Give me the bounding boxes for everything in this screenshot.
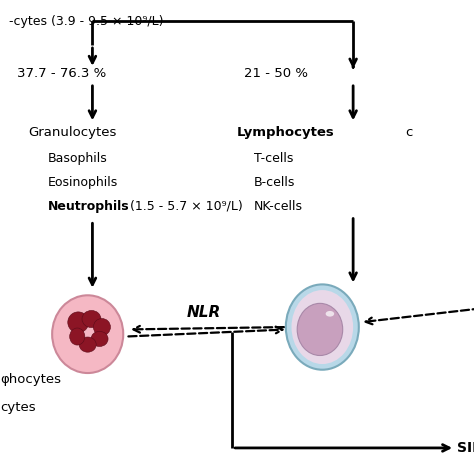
Ellipse shape xyxy=(70,328,85,345)
Text: 21 - 50 %: 21 - 50 % xyxy=(244,67,308,80)
Text: Granulocytes: Granulocytes xyxy=(28,126,117,139)
Text: φhocytes: φhocytes xyxy=(0,373,61,386)
Ellipse shape xyxy=(93,319,110,336)
Text: cytes: cytes xyxy=(0,401,36,414)
Text: Lymphocytes: Lymphocytes xyxy=(237,126,335,139)
Ellipse shape xyxy=(68,312,89,333)
Text: NK-cells: NK-cells xyxy=(254,200,302,213)
Ellipse shape xyxy=(79,337,96,352)
Text: 37.7 - 76.3 %: 37.7 - 76.3 % xyxy=(17,67,106,80)
Ellipse shape xyxy=(297,303,343,356)
Ellipse shape xyxy=(91,331,108,346)
Text: Neutrophils: Neutrophils xyxy=(47,200,129,213)
Ellipse shape xyxy=(52,295,123,373)
Text: Basophils: Basophils xyxy=(47,152,107,165)
Text: T-cells: T-cells xyxy=(254,152,293,165)
Ellipse shape xyxy=(82,310,101,328)
Text: c: c xyxy=(405,126,413,139)
Text: (1.5 - 5.7 × 10⁹/L): (1.5 - 5.7 × 10⁹/L) xyxy=(126,200,242,213)
Text: SII: SII xyxy=(457,441,474,455)
Ellipse shape xyxy=(286,284,359,370)
Text: Eosinophils: Eosinophils xyxy=(47,176,118,189)
Text: B-cells: B-cells xyxy=(254,176,295,189)
Ellipse shape xyxy=(292,290,353,364)
Ellipse shape xyxy=(326,311,334,317)
Text: NLR: NLR xyxy=(187,305,221,320)
Text: -cytes (3.9 - 9.5 × 10⁹/L): -cytes (3.9 - 9.5 × 10⁹/L) xyxy=(9,15,164,28)
